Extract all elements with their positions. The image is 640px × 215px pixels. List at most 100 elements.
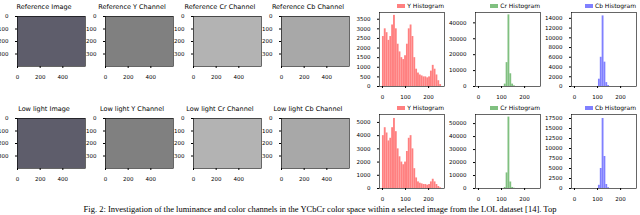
svg-text:7500: 7500 [549, 155, 563, 161]
svg-text:100: 100 [496, 94, 507, 100]
svg-text:30000: 30000 [449, 146, 467, 152]
svg-text:200: 200 [299, 176, 310, 182]
svg-text:30000: 30000 [449, 36, 467, 42]
svg-text:200: 200 [519, 196, 530, 202]
svg-text:200: 200 [423, 196, 434, 202]
svg-text:0: 0 [477, 196, 481, 202]
svg-text:200: 200 [123, 176, 134, 182]
svg-text:300: 300 [262, 153, 273, 159]
svg-text:0: 0 [181, 115, 185, 121]
svg-text:100: 100 [174, 26, 185, 32]
svg-text:4000: 4000 [549, 64, 563, 70]
svg-text:300: 300 [262, 51, 273, 57]
svg-text:200: 200 [423, 94, 434, 100]
svg-text:50000: 50000 [449, 120, 467, 126]
svg-text:400: 400 [58, 74, 69, 80]
svg-text:0: 0 [280, 74, 284, 80]
svg-text:0: 0 [280, 176, 284, 182]
svg-text:100: 100 [86, 128, 97, 134]
svg-text:0: 0 [104, 176, 108, 182]
svg-text:0: 0 [463, 83, 467, 89]
svg-text:200: 200 [615, 94, 626, 100]
svg-text:400: 400 [146, 176, 157, 182]
svg-text:2000: 2000 [357, 45, 371, 51]
svg-text:10000: 10000 [545, 35, 563, 41]
svg-text:0: 0 [16, 176, 20, 182]
svg-text:3000: 3000 [357, 146, 371, 152]
svg-text:100: 100 [262, 128, 273, 134]
svg-text:400: 400 [234, 176, 245, 182]
svg-text:400: 400 [322, 74, 333, 80]
svg-text:12000: 12000 [545, 25, 563, 31]
svg-text:200: 200 [519, 94, 530, 100]
svg-text:0: 0 [269, 13, 273, 19]
svg-text:200: 200 [35, 176, 46, 182]
svg-text:0: 0 [5, 115, 9, 121]
svg-text:100: 100 [0, 128, 9, 134]
svg-text:100: 100 [496, 196, 507, 202]
svg-text:0: 0 [5, 13, 9, 19]
svg-text:3000: 3000 [357, 26, 371, 32]
svg-text:200: 200 [123, 74, 134, 80]
svg-text:200: 200 [174, 38, 185, 44]
svg-text:200: 200 [86, 38, 97, 44]
svg-text:4000: 4000 [357, 132, 371, 138]
svg-text:10000: 10000 [545, 145, 563, 151]
svg-text:100: 100 [174, 128, 185, 134]
svg-text:300: 300 [86, 51, 97, 57]
svg-text:100: 100 [86, 26, 97, 32]
svg-text:200: 200 [262, 38, 273, 44]
svg-text:300: 300 [174, 51, 185, 57]
svg-text:300: 300 [0, 51, 9, 57]
svg-text:200: 200 [211, 74, 222, 80]
svg-text:200: 200 [615, 196, 626, 202]
svg-text:10000: 10000 [449, 67, 467, 73]
svg-text:0: 0 [269, 115, 273, 121]
svg-text:0: 0 [93, 115, 97, 121]
svg-text:100: 100 [400, 196, 411, 202]
svg-text:2500: 2500 [357, 35, 371, 41]
svg-text:12500: 12500 [545, 135, 563, 141]
svg-text:200: 200 [0, 140, 9, 146]
svg-text:0: 0 [477, 94, 481, 100]
svg-text:3500: 3500 [357, 16, 371, 22]
svg-text:100: 100 [0, 26, 9, 32]
svg-text:6000: 6000 [549, 54, 563, 60]
svg-text:5000: 5000 [357, 119, 371, 125]
svg-text:2000: 2000 [549, 74, 563, 80]
svg-text:0: 0 [192, 74, 196, 80]
svg-text:400: 400 [58, 176, 69, 182]
svg-text:1500: 1500 [357, 54, 371, 60]
svg-text:0: 0 [367, 83, 371, 89]
svg-text:10000: 10000 [449, 172, 467, 178]
svg-text:400: 400 [146, 74, 157, 80]
svg-text:0: 0 [559, 83, 563, 89]
svg-text:200: 200 [174, 140, 185, 146]
svg-text:15000: 15000 [545, 125, 563, 131]
svg-text:300: 300 [86, 153, 97, 159]
svg-text:14000: 14000 [545, 15, 563, 21]
svg-text:0: 0 [367, 185, 371, 191]
svg-text:8000: 8000 [549, 44, 563, 50]
svg-text:2500: 2500 [549, 175, 563, 181]
svg-text:40000: 40000 [449, 133, 467, 139]
svg-text:0: 0 [192, 176, 196, 182]
svg-text:100: 100 [400, 94, 411, 100]
svg-text:0: 0 [381, 196, 385, 202]
svg-text:0: 0 [381, 94, 385, 100]
svg-text:200: 200 [0, 38, 9, 44]
svg-text:1000: 1000 [357, 172, 371, 178]
svg-text:400: 400 [322, 176, 333, 182]
svg-text:0: 0 [16, 74, 20, 80]
svg-text:200: 200 [211, 176, 222, 182]
svg-text:100: 100 [592, 94, 603, 100]
svg-text:0: 0 [559, 185, 563, 191]
svg-text:200: 200 [262, 140, 273, 146]
svg-text:500: 500 [360, 74, 371, 80]
svg-text:100: 100 [262, 26, 273, 32]
svg-text:0: 0 [93, 13, 97, 19]
svg-text:20000: 20000 [449, 51, 467, 57]
svg-text:200: 200 [35, 74, 46, 80]
svg-text:400: 400 [234, 74, 245, 80]
svg-text:200: 200 [299, 74, 310, 80]
